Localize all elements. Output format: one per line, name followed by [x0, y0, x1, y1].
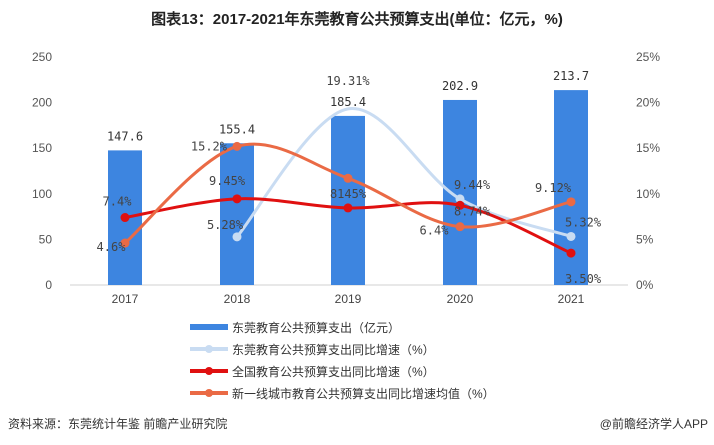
y-right-tick-label: 10% — [636, 187, 660, 201]
data-label: 9.12% — [535, 181, 572, 195]
data-label: 3.50% — [565, 272, 602, 286]
data-label: 19.31% — [326, 74, 370, 88]
legend-marker — [205, 389, 213, 397]
data-point — [455, 194, 465, 204]
legend-marker — [205, 345, 213, 353]
data-label: 9.44% — [454, 178, 491, 192]
y-right-tick-label: 20% — [636, 96, 660, 110]
y-right-tick-label: 25% — [636, 50, 660, 64]
legend-item: 新一线城市教育公共预算支出同比增速均值（%） — [190, 382, 495, 404]
legend-label: 全国教育公共预算支出同比增速（%） — [232, 364, 435, 379]
data-label: 9.45% — [209, 174, 246, 188]
bar-value-label: 147.6 — [107, 129, 143, 143]
data-point — [343, 173, 353, 183]
data-point — [232, 141, 242, 151]
y-left-tick-label: 50 — [39, 232, 53, 246]
data-label: 6.4% — [420, 224, 450, 238]
data-label: 8145% — [330, 187, 367, 201]
source-note: 资料来源：东莞统计年鉴 前瞻产业研究院 — [8, 417, 228, 431]
x-tick-label: 2017 — [112, 292, 139, 306]
y-right-tick-label: 0% — [636, 278, 654, 292]
bar — [220, 143, 254, 285]
legend-item: 全国教育公共预算支出同比增速（%） — [190, 360, 495, 382]
x-tick-label: 2021 — [558, 292, 585, 306]
y-right-tick-label: 5% — [636, 232, 654, 246]
legend-item: 东莞教育公共预算支出（亿元） — [190, 316, 495, 338]
bar-value-label: 155.4 — [219, 122, 255, 136]
legend-swatch — [190, 389, 228, 397]
legend-swatch — [190, 324, 228, 330]
data-point — [120, 238, 130, 248]
data-point — [566, 248, 576, 258]
data-point — [566, 231, 576, 241]
legend-swatch — [190, 367, 228, 375]
data-label: 5.32% — [565, 215, 602, 229]
x-tick-label: 2020 — [447, 292, 474, 306]
data-label: 7.4% — [103, 195, 133, 209]
chart-title: 图表13：2017-2021年东莞教育公共预算支出(单位：亿元，%) — [151, 11, 563, 28]
data-point — [566, 197, 576, 207]
data-point — [120, 213, 130, 223]
data-label: 5.28% — [207, 218, 244, 232]
x-tick-label: 2019 — [335, 292, 362, 306]
legend-marker — [205, 367, 213, 375]
legend-swatch — [190, 345, 228, 353]
y-left-tick-label: 100 — [32, 187, 52, 201]
bar — [443, 99, 477, 285]
legend-label: 东莞教育公共预算支出同比增速（%） — [232, 342, 435, 357]
data-label: 8.74% — [454, 204, 491, 218]
data-point — [343, 203, 353, 213]
brand-credit: @前瞻经济学人APP — [599, 417, 708, 431]
data-label: 15.2% — [191, 139, 228, 153]
data-label: 4.6% — [97, 240, 127, 254]
data-point — [455, 200, 465, 210]
y-left-tick-label: 0 — [45, 278, 52, 292]
legend-label: 新一线城市教育公共预算支出同比增速均值（%） — [232, 386, 495, 401]
y-right-tick-label: 15% — [636, 141, 660, 155]
y-left-tick-label: 150 — [32, 141, 52, 155]
data-point — [232, 194, 242, 204]
bar-value-label: 202.9 — [442, 79, 478, 93]
y-left-tick-label: 250 — [32, 50, 52, 64]
bar — [331, 115, 365, 286]
data-point — [232, 232, 242, 242]
legend-label: 东莞教育公共预算支出（亿元） — [232, 320, 401, 335]
legend-item: 东莞教育公共预算支出同比增速（%） — [190, 338, 495, 360]
x-tick-label: 2018 — [224, 292, 251, 306]
y-left-tick-label: 200 — [32, 96, 52, 110]
data-point — [455, 222, 465, 232]
legend: 东莞教育公共预算支出（亿元） 东莞教育公共预算支出同比增速（%） 全国教育公共预… — [190, 316, 495, 404]
bar-value-label: 213.7 — [553, 69, 589, 83]
bar-value-label: 185.4 — [330, 95, 366, 109]
